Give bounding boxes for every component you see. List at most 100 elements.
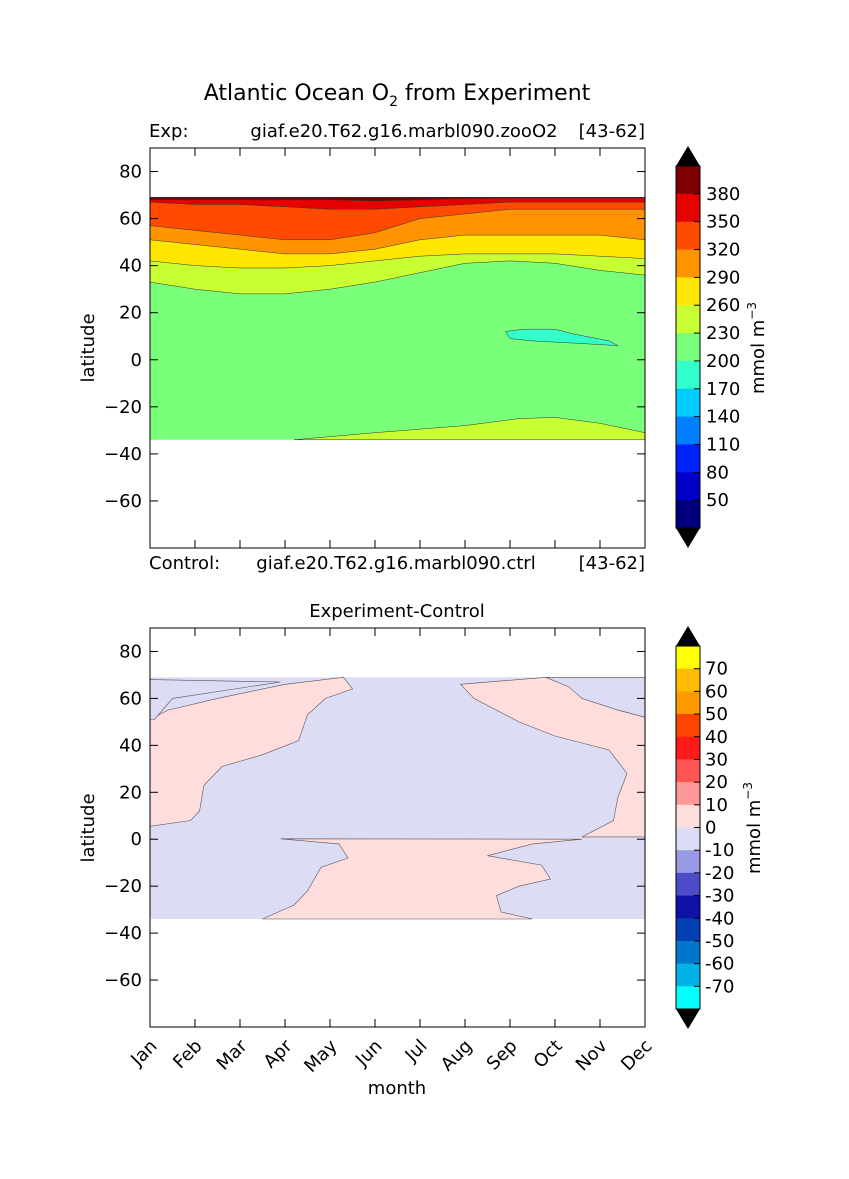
colorbar-swatch [676, 646, 700, 670]
colorbar-swatch [676, 895, 700, 919]
colorbar-tick-label: -20 [705, 863, 734, 884]
y-tick-label: −40 [104, 444, 142, 465]
y-tick-label: −20 [104, 876, 142, 897]
y-tick-label: 80 [119, 641, 142, 662]
x-tick-label: Aug [437, 1036, 477, 1076]
figure-title: Atlantic Ocean O2 from Experiment [204, 81, 591, 110]
top-band-290-320 [150, 197, 645, 241]
colorbar-tick-label: 200 [706, 351, 740, 372]
colorbar-tick-label: 30 [705, 749, 728, 770]
colorbar-tick-label: 110 [706, 434, 740, 455]
colorbar-swatch [676, 691, 700, 715]
top-band-350-380 [150, 197, 645, 202]
colorbar-extend-top [676, 626, 700, 646]
top-patch-170-200 [505, 328, 619, 346]
bottom-colorbar-unit: mmol m−3 [741, 782, 765, 874]
bottom-positive-west [150, 676, 353, 827]
exp-range: [43-62] [579, 121, 645, 142]
colorbar-swatch [676, 277, 700, 306]
colorbar-tick-label: 230 [706, 323, 740, 344]
exp-name: giaf.e20.T62.g16.marbl090.zooO2 [250, 121, 557, 142]
x-tick-label: May [300, 1035, 341, 1076]
colorbar-tick-label: -70 [705, 976, 734, 997]
bottom-axes-frame [149, 627, 646, 1028]
colorbar-tick-label: 380 [706, 184, 740, 205]
x-tick-label: Jan [126, 1036, 161, 1071]
bottom-title: Experiment-Control [309, 601, 485, 622]
colorbar-tick-label: 50 [706, 490, 729, 511]
colorbar-extend-bottom [676, 528, 700, 548]
top-colorbar-unit: mmol m−3 [745, 302, 769, 394]
colorbar-tick-label: 60 [705, 681, 728, 702]
colorbar-tick-label: 40 [705, 727, 728, 748]
bottom-positive-south [262, 838, 583, 920]
bottom-xlabel: month [368, 1078, 426, 1099]
bottom-y-ticks: 80 60 40 20 0 −20 −40 −60 [104, 641, 645, 991]
colorbar-tick-label: -10 [705, 840, 734, 861]
colorbar-tick-label: 70 [705, 659, 728, 680]
colorbar-swatch [676, 333, 700, 362]
top-band-south-230-260 [293, 417, 645, 441]
colorbar-tick-label: 140 [706, 407, 740, 428]
y-tick-label: 20 [119, 303, 142, 324]
colorbar-swatch [676, 166, 700, 195]
colorbar-swatch [676, 782, 700, 806]
colorbar-tick-label: 50 [705, 704, 728, 725]
x-tick-label: Dec [617, 1036, 656, 1075]
colorbar-tick-label: 350 [706, 212, 740, 233]
colorbar-tick-label: -30 [705, 886, 734, 907]
colorbar-tick-label: 170 [706, 379, 740, 400]
colorbar-swatch [676, 986, 700, 1010]
y-tick-label: −60 [104, 491, 142, 512]
y-tick-label: 40 [119, 735, 142, 756]
colorbar-swatch [676, 804, 700, 828]
y-tick-label: 0 [131, 350, 142, 371]
colorbar-tick-label: 0 [705, 818, 716, 839]
colorbar-swatch [676, 305, 700, 334]
bottom-contour-fill [150, 676, 645, 920]
top-colorbar: 380 350 320 290 260 230 200 170 140 110 80 50 [675, 146, 740, 548]
exp-label: Exp: [149, 121, 189, 142]
y-tick-label: 60 [119, 688, 142, 709]
y-tick-label: 60 [119, 209, 142, 230]
x-tick-label: Mar [213, 1035, 252, 1074]
x-tick-label: Jun [351, 1036, 386, 1071]
colorbar-tick-label: 290 [706, 267, 740, 288]
top-contour-fill [150, 197, 645, 441]
colorbar-swatch [676, 500, 700, 529]
colorbar-extend-bottom [676, 1009, 700, 1029]
colorbar-tick-label: 260 [706, 295, 740, 316]
colorbar-swatch [676, 221, 700, 251]
colorbar-tick-label: -40 [705, 908, 734, 929]
colorbar-swatch [676, 714, 700, 738]
y-tick-label: 20 [119, 782, 142, 803]
colorbar-swatch [676, 850, 700, 874]
colorbar-swatch [676, 193, 700, 223]
colorbar-tick-label: 320 [706, 240, 740, 261]
bottom-negative-northwest [150, 679, 281, 720]
x-tick-label: Feb [169, 1036, 206, 1073]
colorbar-swatch [676, 472, 700, 501]
colorbar-extend-top [676, 146, 700, 166]
colorbar-swatch [676, 416, 700, 445]
x-tick-label: Nov [572, 1035, 612, 1075]
x-tick-label: Oct [530, 1036, 567, 1073]
colorbar-tick-label: 80 [706, 462, 729, 483]
colorbar-swatch [676, 940, 700, 965]
colorbar-tick-label: 20 [705, 772, 728, 793]
colorbar-swatch [676, 668, 700, 692]
colorbar-swatch [676, 827, 700, 851]
top-x-ticks [149, 148, 646, 548]
colorbar-swatch [676, 759, 700, 783]
colorbar-tick-label: -60 [705, 954, 734, 975]
top-band-320-350 [150, 197, 645, 210]
colorbar-swatch [676, 444, 700, 473]
colorbar-swatch [676, 249, 700, 278]
colorbar-frame [675, 165, 701, 529]
y-tick-label: −40 [104, 923, 142, 944]
colorbar-swatch [676, 360, 700, 390]
y-tick-label: −20 [104, 397, 142, 418]
colorbar-swatch [676, 963, 700, 987]
colorbar-swatch [676, 388, 700, 418]
